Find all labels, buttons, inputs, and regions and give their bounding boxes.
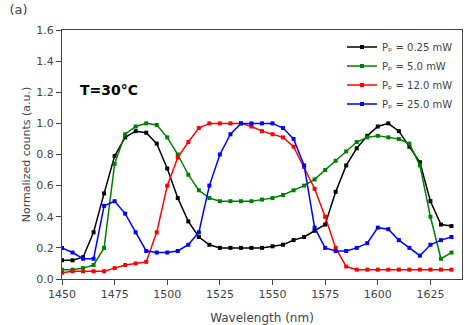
svg-text:1575: 1575	[311, 288, 339, 301]
svg-text:0.8: 0.8	[36, 148, 54, 161]
svg-text:Pₚ = 12.0 mW: Pₚ = 12.0 mW	[382, 80, 452, 91]
svg-text:Normalized counts (a.u.): Normalized counts (a.u.)	[20, 87, 33, 222]
svg-text:1.2: 1.2	[36, 86, 54, 99]
svg-text:0.6: 0.6	[36, 179, 54, 192]
svg-text:1.0: 1.0	[36, 117, 54, 130]
svg-text:1475: 1475	[101, 288, 129, 301]
svg-text:0.2: 0.2	[36, 242, 54, 255]
svg-text:Wavelength (nm): Wavelength (nm)	[210, 311, 314, 325]
svg-text:0.0: 0.0	[36, 273, 54, 286]
svg-text:Pₚ = 0.25 mW: Pₚ = 0.25 mW	[382, 42, 452, 53]
svg-text:(a): (a)	[9, 2, 27, 17]
svg-text:1500: 1500	[153, 288, 181, 301]
svg-text:1625: 1625	[416, 288, 444, 301]
svg-text:1.4: 1.4	[36, 55, 54, 68]
svg-text:1450: 1450	[48, 288, 76, 301]
svg-text:0.4: 0.4	[36, 211, 54, 224]
svg-text:1.6: 1.6	[36, 24, 54, 37]
svg-text:1600: 1600	[364, 288, 392, 301]
svg-text:Pₚ = 25.0 mW: Pₚ = 25.0 mW	[382, 99, 452, 110]
svg-text:T=30°C: T=30°C	[80, 82, 138, 98]
svg-text:Pₚ = 5.0 mW: Pₚ = 5.0 mW	[382, 61, 446, 72]
svg-text:1525: 1525	[206, 288, 234, 301]
svg-text:1550: 1550	[259, 288, 287, 301]
